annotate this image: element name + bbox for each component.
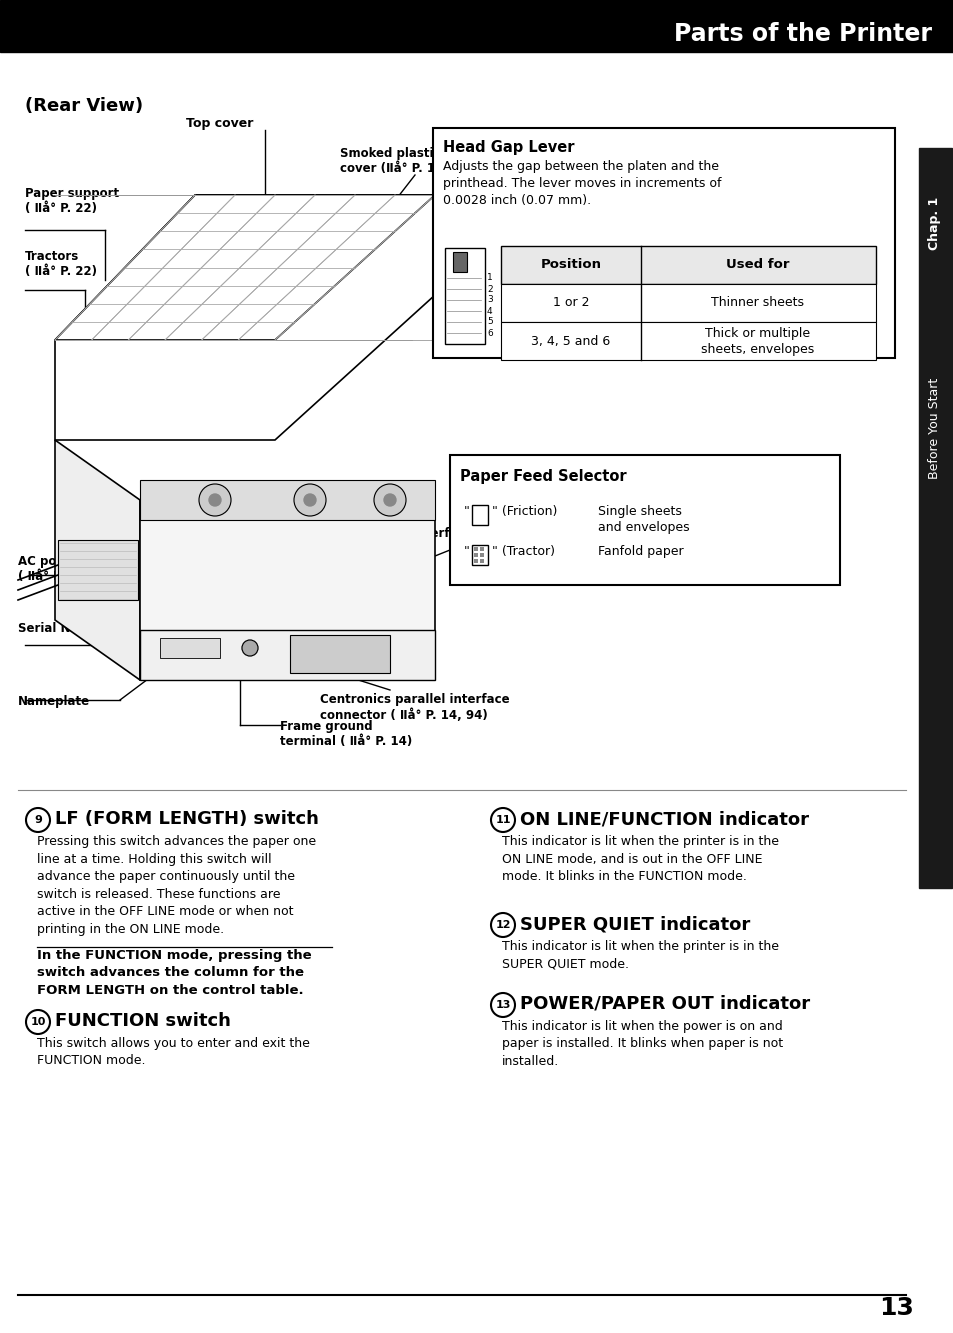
Text: 5: 5 [486, 317, 493, 327]
Circle shape [26, 808, 50, 832]
Bar [160, 639, 220, 659]
Text: Thinner sheets: Thinner sheets [711, 296, 803, 309]
Bar [500, 247, 875, 284]
Bar [500, 284, 875, 323]
Text: Chap. 1: Chap. 1 [927, 196, 941, 249]
Text: " (Friction): " (Friction) [492, 505, 557, 519]
Text: " (Tractor): " (Tractor) [492, 545, 555, 559]
Text: Paper Feed Selector: Paper Feed Selector [459, 469, 626, 484]
Bar [479, 553, 483, 557]
Bar [444, 248, 484, 344]
Text: Tractors
( Ⅱå° P. 22): Tractors ( Ⅱå° P. 22) [25, 251, 97, 279]
Bar [140, 631, 435, 680]
Circle shape [209, 495, 221, 507]
Text: 13: 13 [879, 1296, 913, 1320]
Text: Fanfold paper: Fanfold paper [598, 545, 683, 559]
Text: Nameplate: Nameplate [18, 694, 90, 708]
Circle shape [242, 640, 257, 656]
Text: FUNCTION switch: FUNCTION switch [55, 1012, 231, 1030]
Text: 1: 1 [486, 273, 493, 283]
Circle shape [294, 484, 326, 516]
Text: Position: Position [540, 259, 601, 272]
Polygon shape [55, 440, 140, 680]
Text: ": " [463, 545, 470, 559]
Text: 4: 4 [486, 307, 492, 316]
Bar [58, 540, 138, 600]
Text: This indicator is lit when the printer is in the
ON LINE mode, and is out in the: This indicator is lit when the printer i… [501, 834, 779, 882]
Text: Paper support
( Ⅱå° P. 22): Paper support ( Ⅱå° P. 22) [25, 187, 119, 215]
Text: Frame ground
terminal ( Ⅱå° P. 14): Frame ground terminal ( Ⅱå° P. 14) [280, 720, 412, 748]
Text: POWER/PAPER OUT indicator: POWER/PAPER OUT indicator [519, 994, 809, 1013]
Text: 13: 13 [495, 1000, 510, 1010]
Text: LF (FORM LENGTH) switch: LF (FORM LENGTH) switch [55, 810, 318, 828]
Circle shape [304, 495, 315, 507]
Text: Serial No. Label: Serial No. Label [18, 623, 123, 635]
Polygon shape [140, 500, 435, 680]
Text: Thick or multiple
sheets, envelopes: Thick or multiple sheets, envelopes [700, 327, 814, 356]
Text: 1 or 2: 1 or 2 [552, 296, 589, 309]
Bar [479, 559, 483, 563]
Text: Head Gap Lever: Head Gap Lever [442, 140, 574, 155]
Circle shape [491, 913, 515, 937]
Polygon shape [55, 195, 435, 340]
Bar [0, 0, 953, 52]
Text: Before You Start: Before You Start [927, 377, 941, 479]
Text: Smoked plastic
cover (Ⅱå° P. 11): Smoked plastic cover (Ⅱå° P. 11) [339, 147, 448, 175]
Text: 9: 9 [34, 814, 42, 825]
Text: Adjusts the gap between the platen and the
printhead. The lever moves in increme: Adjusts the gap between the platen and t… [442, 160, 720, 207]
Text: 12: 12 [495, 920, 510, 930]
Bar [433, 128, 894, 359]
Bar [500, 323, 875, 360]
Bar [290, 635, 390, 673]
Text: 10: 10 [30, 1017, 46, 1026]
Text: and envelopes: and envelopes [598, 521, 689, 535]
Bar [918, 148, 951, 888]
Polygon shape [55, 195, 435, 440]
Text: This switch allows you to enter and exit the
FUNCTION mode.: This switch allows you to enter and exit… [37, 1037, 310, 1068]
Text: SUPER QUIET indicator: SUPER QUIET indicator [519, 914, 749, 933]
Text: 2: 2 [486, 284, 492, 293]
Circle shape [384, 495, 395, 507]
Bar [453, 252, 467, 272]
Text: Serial interface cover: Serial interface cover [370, 527, 513, 540]
Bar [479, 547, 483, 551]
Text: (Rear View): (Rear View) [25, 97, 143, 115]
Bar [450, 455, 840, 585]
Text: 3, 4, 5 and 6: 3, 4, 5 and 6 [531, 335, 610, 348]
Bar [474, 559, 477, 563]
Text: 11: 11 [495, 814, 510, 825]
Text: ": " [463, 505, 470, 519]
Text: In the FUNCTION mode, pressing the
switch advances the column for the
FORM LENGT: In the FUNCTION mode, pressing the switc… [37, 949, 312, 997]
Bar [472, 505, 488, 525]
Text: ON LINE/FUNCTION indicator: ON LINE/FUNCTION indicator [519, 810, 808, 828]
Circle shape [491, 993, 515, 1017]
Bar [474, 547, 477, 551]
Text: Single sheets: Single sheets [598, 505, 681, 519]
Circle shape [491, 808, 515, 832]
Text: 3: 3 [486, 296, 493, 304]
Polygon shape [140, 480, 435, 520]
Text: Used for: Used for [725, 259, 789, 272]
Text: This indicator is lit when the printer is in the
SUPER QUIET mode.: This indicator is lit when the printer i… [501, 940, 779, 970]
Text: Top cover: Top cover [186, 117, 253, 131]
Circle shape [374, 484, 406, 516]
Bar [474, 553, 477, 557]
Circle shape [26, 1010, 50, 1034]
Circle shape [199, 484, 231, 516]
Text: AC power cord
( Ⅱå° P. 14): AC power cord ( Ⅱå° P. 14) [18, 555, 114, 583]
Text: Centronics parallel interface
connector ( Ⅱå° P. 14, 94): Centronics parallel interface connector … [319, 693, 509, 721]
Bar [472, 545, 488, 565]
Text: This indicator is lit when the power is on and
paper is installed. It blinks whe: This indicator is lit when the power is … [501, 1020, 782, 1068]
Text: Pressing this switch advances the paper one
line at a time. Holding this switch : Pressing this switch advances the paper … [37, 834, 315, 936]
Text: 6: 6 [486, 328, 493, 337]
Text: Parts of the Printer: Parts of the Printer [673, 23, 931, 47]
